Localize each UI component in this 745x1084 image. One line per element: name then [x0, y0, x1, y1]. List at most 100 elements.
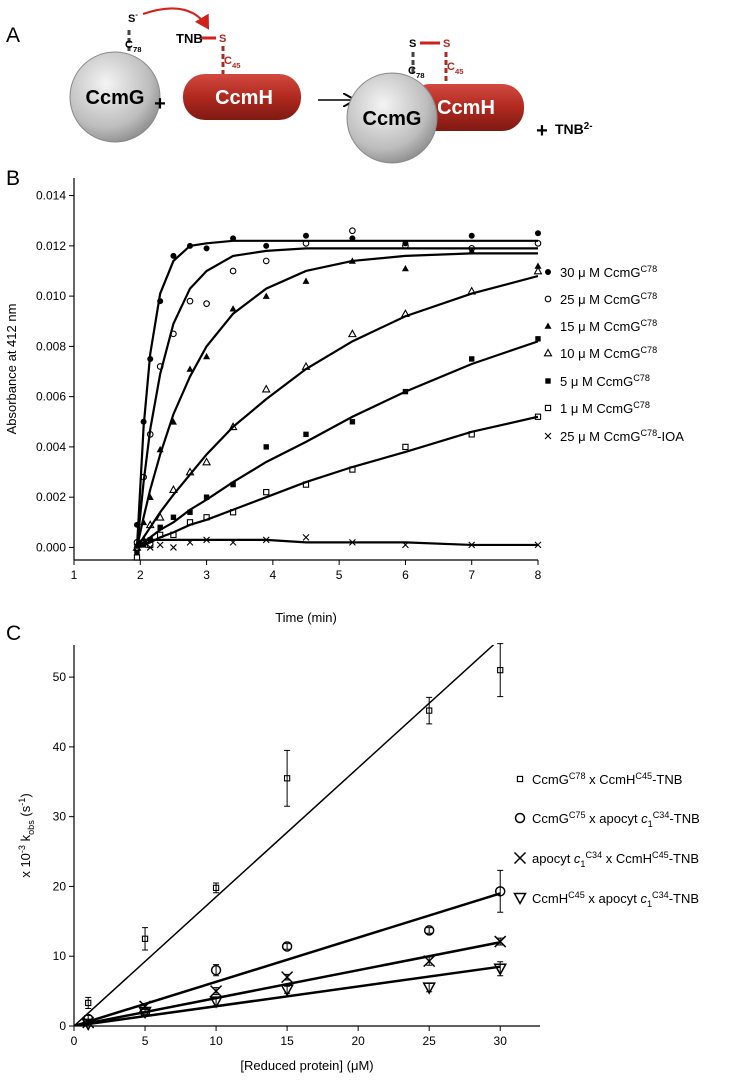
legend-label: apocyt c1C34 x CcmHC45-TNB — [532, 850, 699, 869]
text-part: 15 μ M CcmG — [560, 319, 640, 334]
text-part: obs — [26, 820, 36, 835]
x-tick-label: 7 — [468, 568, 475, 582]
point — [262, 292, 270, 299]
label: S — [409, 38, 416, 50]
point — [423, 955, 436, 968]
label: + — [536, 120, 548, 142]
text-part: x CcmH — [602, 851, 652, 866]
point — [147, 355, 154, 362]
text-part: C — [125, 39, 133, 51]
legend-symbol — [544, 432, 552, 440]
legend-symbol — [514, 812, 526, 824]
point — [203, 514, 210, 521]
point — [263, 488, 270, 496]
point — [302, 239, 310, 247]
label: + — [154, 93, 166, 115]
series — [74, 961, 507, 1031]
point — [156, 445, 164, 453]
y-tick-label: 40 — [53, 740, 67, 754]
legend-symbol — [545, 378, 551, 384]
text-part: x apocyt — [586, 811, 642, 826]
point — [230, 481, 236, 488]
point — [203, 352, 211, 360]
x-tick-label: 15 — [280, 1034, 294, 1048]
legend-label: 30 μ M CcmGC78 — [560, 264, 657, 280]
text-part: C — [224, 55, 232, 67]
y-tick-label: 30 — [53, 810, 67, 824]
y-tick-label: 0.008 — [36, 339, 66, 353]
label: TNB — [176, 31, 203, 46]
series — [74, 643, 504, 1026]
point — [203, 300, 210, 308]
diagram: A B C S- C78 CcmG + S C45 TNB CcmH CcmH … — [6, 7, 593, 645]
legend-symbol — [513, 892, 527, 906]
series — [134, 336, 541, 556]
label: C45 — [224, 55, 241, 70]
fit-line — [74, 645, 495, 1026]
text-part: C45 — [652, 850, 669, 860]
fit-line — [136, 340, 538, 549]
point — [401, 264, 409, 272]
text-part: C78 — [569, 771, 586, 781]
text-part: CcmH — [532, 891, 568, 906]
error-bar — [213, 882, 220, 894]
point — [534, 413, 542, 420]
y-tick-label: 20 — [53, 879, 67, 893]
error-bar — [284, 749, 291, 807]
label: S — [443, 38, 450, 50]
text-part: 10 μ M CcmG — [560, 346, 640, 361]
point — [534, 262, 542, 269]
point — [302, 533, 310, 541]
point — [349, 235, 356, 242]
text-part: 25 μ M CcmG — [560, 292, 640, 307]
text-part: c — [641, 811, 648, 826]
point — [535, 336, 541, 342]
text-part: C78 — [633, 400, 650, 410]
text-part: -3 — [17, 845, 27, 853]
point — [134, 549, 140, 556]
legend-label: CcmGC78 x CcmHC45-TNB — [532, 771, 682, 787]
point — [302, 277, 310, 284]
x-tick-label: 20 — [351, 1034, 365, 1048]
point — [534, 541, 542, 549]
point — [203, 245, 210, 252]
point — [186, 365, 194, 372]
text-part: C78 — [640, 264, 657, 274]
text-part: 2- — [584, 121, 593, 132]
text-part: k — [18, 834, 33, 845]
text-part: apocyt — [532, 851, 574, 866]
text-part: -TNB — [652, 772, 682, 787]
point — [402, 242, 409, 250]
text-part: 30 μ M CcmG — [560, 265, 640, 280]
y-tick-label: 0.012 — [36, 239, 66, 253]
point — [186, 519, 194, 526]
series — [133, 230, 541, 548]
point — [423, 925, 435, 936]
point — [533, 266, 543, 275]
point — [534, 239, 542, 247]
series — [133, 413, 542, 561]
y-tick-label: 0.000 — [36, 540, 66, 554]
label: S- — [128, 10, 138, 25]
point — [468, 232, 475, 239]
point — [186, 297, 194, 305]
point — [85, 999, 92, 1007]
point — [263, 444, 269, 450]
legend-symbol — [544, 295, 552, 303]
point — [210, 964, 222, 976]
x-tick-label: 5 — [142, 1034, 149, 1048]
text-part: c — [640, 891, 647, 906]
attack-arrow — [142, 7, 210, 30]
text-part: C78 — [640, 428, 657, 438]
text-part: ) — [18, 793, 33, 797]
error-bar — [426, 696, 433, 725]
legend-label: CcmHC45 x apocyt c1C34-TNB — [532, 890, 699, 909]
point — [494, 935, 507, 948]
point — [349, 419, 356, 425]
point — [156, 541, 164, 549]
text-part: C45 — [635, 771, 652, 781]
legend-symbol — [516, 775, 524, 783]
point — [493, 963, 507, 976]
text-part: C78 — [633, 373, 650, 383]
point — [262, 257, 270, 265]
